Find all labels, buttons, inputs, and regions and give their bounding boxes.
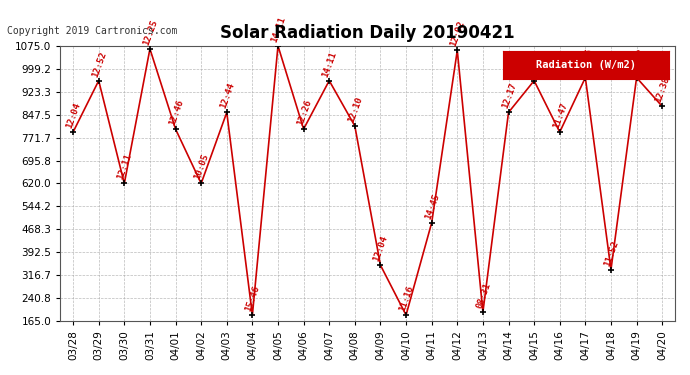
Text: 11:47: 11:47 [551,101,569,130]
Text: 12:46: 12:46 [167,98,185,127]
Text: 11:52: 11:52 [602,239,620,267]
Text: 11:10: 11:10 [526,50,543,78]
Text: 12:52: 12:52 [90,50,108,78]
Text: 12:38: 12:38 [653,76,671,104]
Text: 14:11: 14:11 [270,15,287,44]
Text: 13:03: 13:03 [628,47,646,75]
Text: 12:17: 12:17 [500,82,518,110]
Text: 12:04: 12:04 [372,234,390,263]
Title: Solar Radiation Daily 20190421: Solar Radiation Daily 20190421 [220,24,515,42]
Text: 14:45: 14:45 [423,192,441,220]
Text: 11:16: 11:16 [397,284,415,313]
Text: 08:31: 08:31 [475,281,492,310]
Text: 12:04: 12:04 [65,101,82,130]
Text: 15:46: 15:46 [244,284,262,313]
Text: 15:06: 15:06 [577,47,595,75]
Text: Copyright 2019 Cartronics.com: Copyright 2019 Cartronics.com [7,26,177,36]
Text: 14:11: 14:11 [321,50,338,78]
Text: 12:10: 12:10 [346,95,364,124]
Text: 12:26: 12:26 [295,98,313,127]
Text: 12:44: 12:44 [218,82,236,110]
Text: 12:25: 12:25 [141,18,159,46]
Text: 12:11: 12:11 [116,153,133,181]
Text: 12:02: 12:02 [448,20,466,48]
Text: 10:05: 10:05 [193,153,210,181]
